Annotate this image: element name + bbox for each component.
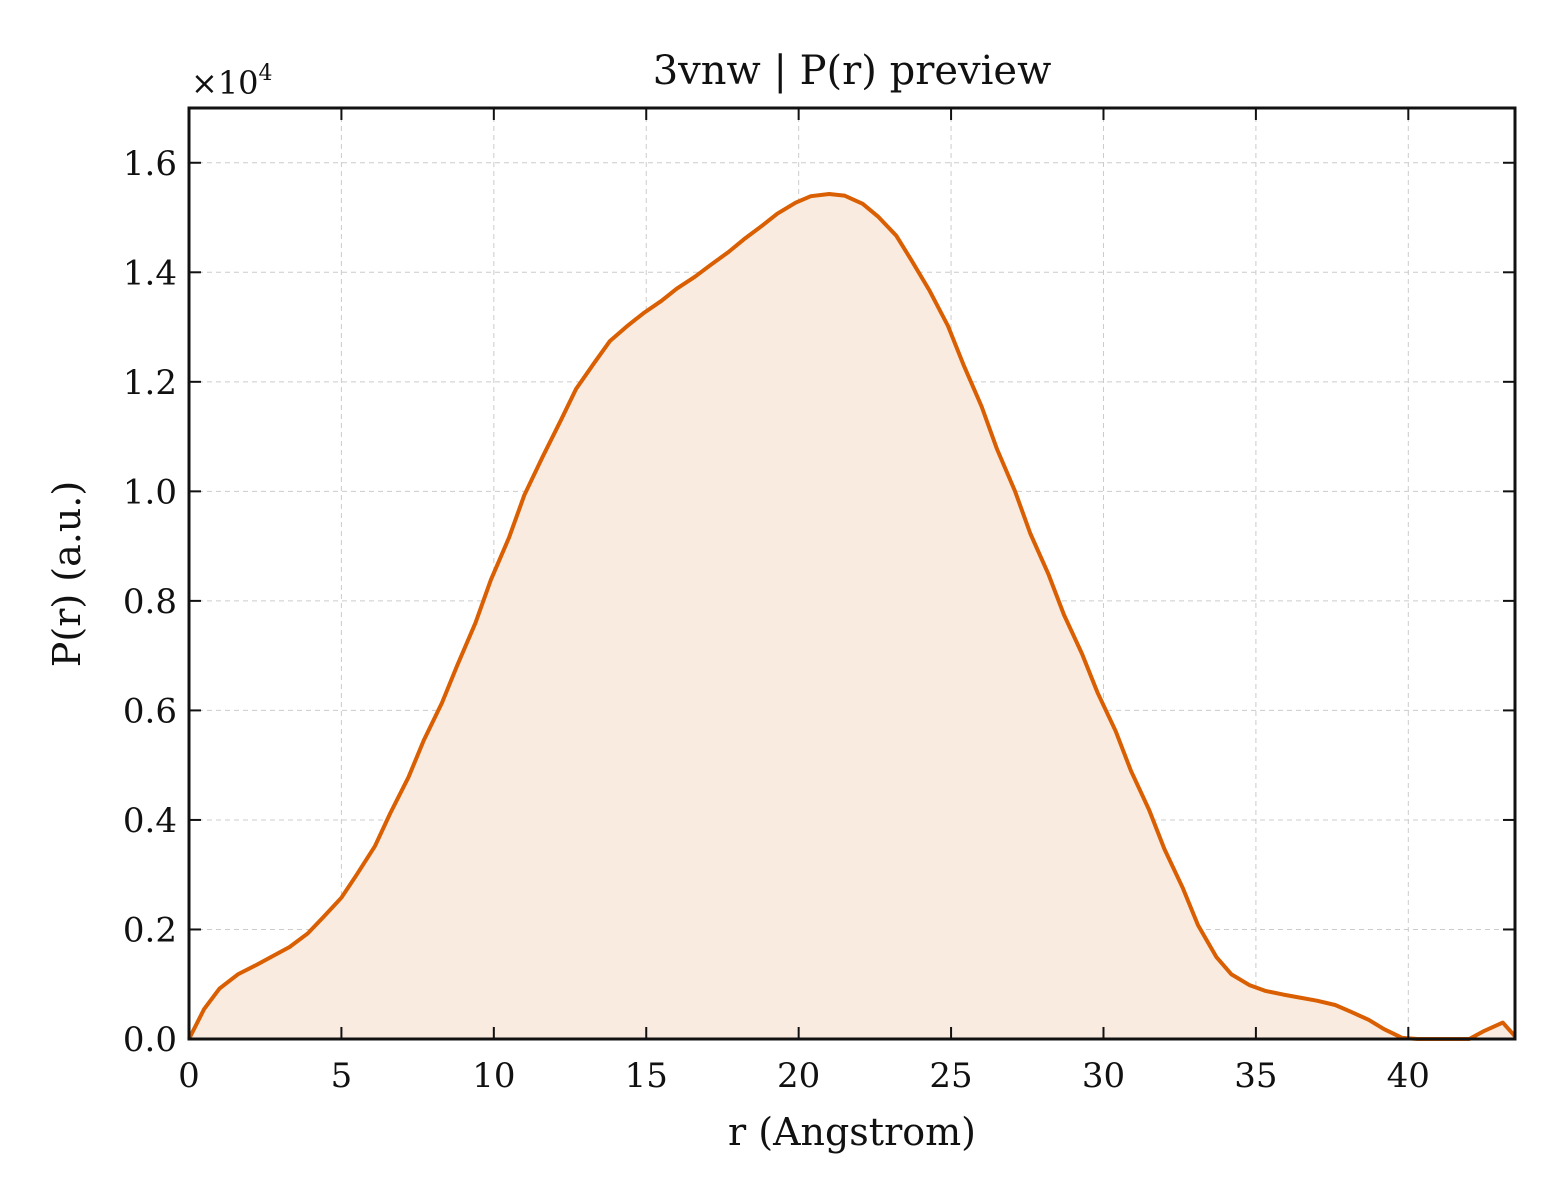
pr-area-fill [189,194,1515,1039]
x-tick-label: 20 [777,1056,820,1096]
chart-title: 3vnw | P(r) preview [653,48,1052,94]
pr-series-line [187,192,1517,1041]
y-scale-exponent: 4 [259,61,273,86]
y-tick-label: 0.4 [123,801,177,841]
plot-frame [187,106,1517,1041]
x-tick-label: 25 [929,1056,972,1096]
x-tick-label: 10 [472,1056,515,1096]
y-tick-label: 0.0 [123,1020,177,1060]
x-tick-label: 0 [178,1056,200,1096]
y-tick-label: 1.0 [123,472,177,512]
y-scale-multiplier: ×104 [191,61,273,102]
y-tick-label: 1.2 [123,363,177,403]
x-tick-label: 40 [1387,1056,1430,1096]
ticks: 0 5 10 15 20 25 30 35 40 0.0 0.2 0.4 0.6 0.8 1.0 1.2 1.4… [123,108,1515,1096]
y-tick-label: 1.4 [123,253,177,293]
x-axis-label: r (Angstrom) [728,1110,976,1154]
x-tick-label: 30 [1082,1056,1125,1096]
x-tick-label: 5 [331,1056,353,1096]
x-tick-label: 15 [625,1056,668,1096]
y-axis-label: P(r) (a.u.) [45,481,89,667]
y-tick-label: 0.2 [123,910,177,950]
y-tick-label: 0.8 [123,582,177,622]
y-scale-base: ×10 [191,64,259,102]
x-tick-label: 35 [1234,1056,1277,1096]
y-tick-label: 1.6 [123,144,177,184]
y-tick-label: 0.6 [123,691,177,731]
